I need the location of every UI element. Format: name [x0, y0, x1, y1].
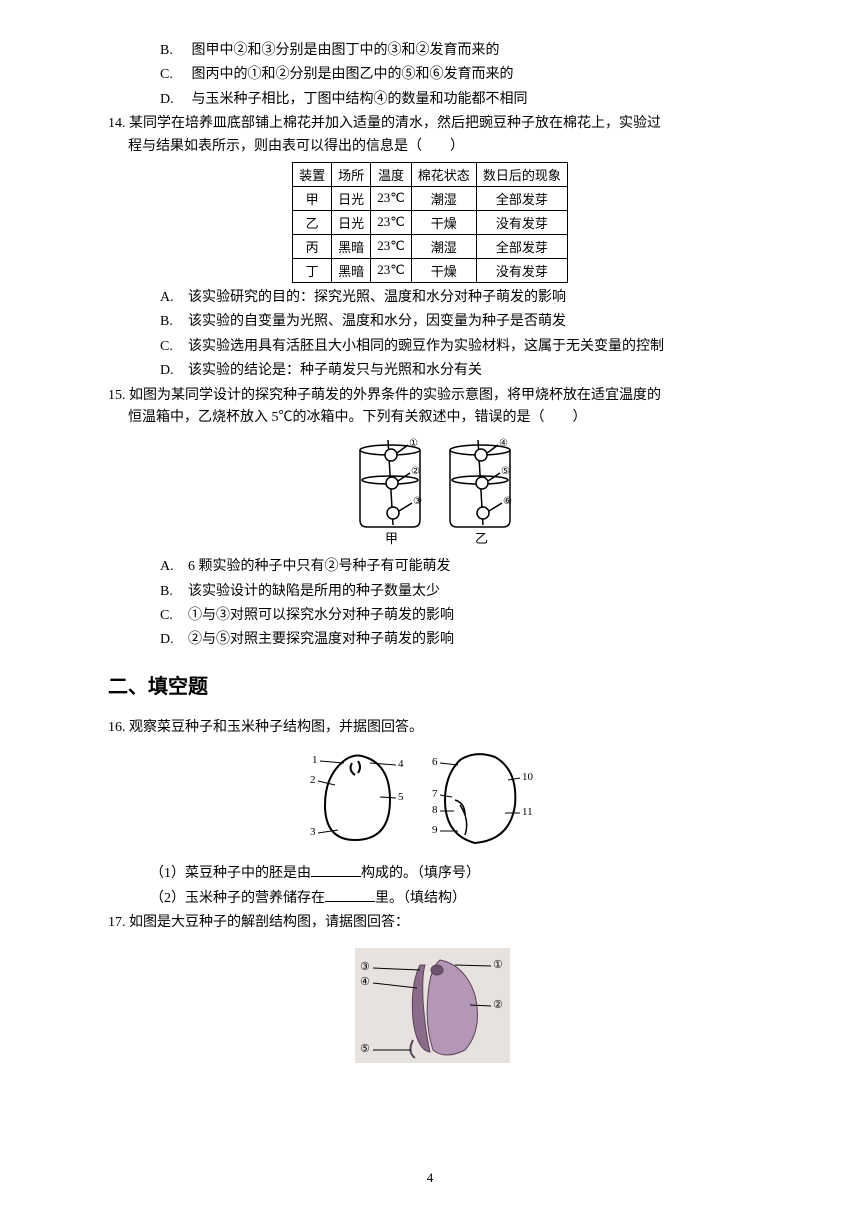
svg-text:11: 11 — [522, 806, 533, 818]
svg-text:⑤: ⑤ — [501, 466, 510, 477]
svg-text:④: ④ — [360, 976, 370, 988]
q15-stem-line1: 15. 如图为某同学设计的探究种子萌发的外界条件的实验示意图，将甲烧杯放在适宜温… — [100, 385, 760, 407]
svg-text:9: 9 — [432, 824, 438, 836]
table-row: 装置 场所 温度 棉花状态 数日后的现象 — [293, 162, 568, 186]
svg-text:8: 8 — [432, 804, 438, 816]
svg-text:④: ④ — [499, 438, 508, 449]
blank-2 — [325, 888, 375, 902]
svg-text:3: 3 — [310, 826, 316, 838]
section-2-heading: 二、填空题 — [108, 670, 760, 699]
blank-1 — [311, 863, 361, 877]
svg-text:5: 5 — [398, 791, 404, 803]
svg-text:甲: 甲 — [385, 531, 398, 546]
q13-optB-text: 图甲中②和③分别是由图丁中的③和②发育而来的 — [192, 43, 500, 58]
q15-stem-line2: 恒温箱中，乙烧杯放入 5℃的冰箱中。下列有关叙述中，错误的是（ ） — [100, 407, 760, 429]
q16-sub1: （1）菜豆种子中的胚是由构成的。（填序号） — [100, 861, 760, 886]
q13-option-d: D. 与玉米种子相比，丁图中结构④的数量和功能都不相同 — [100, 89, 760, 111]
svg-text:乙: 乙 — [475, 531, 488, 546]
q13-optC-text: 图丙中的①和②分别是由图乙中的⑤和⑥发育而来的 — [192, 67, 514, 82]
q14-option-a: A.该实验研究的目的：探究光照、温度和水分对种子萌发的影响 — [100, 287, 760, 309]
table-row: 丙黑暗23℃潮湿全部发芽 — [293, 234, 568, 258]
option-letter-b: B. — [160, 40, 188, 62]
page-number: 4 — [0, 1170, 860, 1186]
q16-sub2: （2）玉米种子的营养储存在里。（填结构） — [100, 886, 760, 911]
q17-soybean-diagram: ③ ④ ⑤ ① ② — [100, 940, 760, 1070]
q15-beaker-diagram: ① ② ③ 甲 ④ ⑤ ⑥ 乙 — [100, 435, 760, 550]
q15-option-c: C.①与③对照可以探究水分对种子萌发的影响 — [100, 605, 760, 627]
svg-text:①: ① — [493, 959, 503, 971]
q16-seed-diagram: 1 2 3 4 5 6 7 8 9 10 11 — [100, 745, 760, 855]
svg-text:③: ③ — [413, 496, 422, 507]
svg-text:②: ② — [411, 466, 420, 477]
q15-option-b: B.该实验设计的缺陷是所用的种子数量太少 — [100, 581, 760, 603]
table-row: 甲日光23℃潮湿全部发芽 — [293, 186, 568, 210]
svg-text:②: ② — [493, 999, 503, 1011]
th-2: 温度 — [371, 162, 412, 186]
svg-text:③: ③ — [360, 961, 370, 973]
svg-text:1: 1 — [312, 754, 318, 766]
q14-option-c: C.该实验选用具有活胚且大小相同的豌豆作为实验材料，这属于无关变量的控制 — [100, 336, 760, 358]
svg-text:10: 10 — [522, 771, 534, 783]
q13-option-b: B. 图甲中②和③分别是由图丁中的③和②发育而来的 — [100, 40, 760, 62]
q14-option-d: D.该实验的结论是：种子萌发只与光照和水分有关 — [100, 360, 760, 382]
table-row: 乙日光23℃干燥没有发芽 — [293, 210, 568, 234]
option-letter-d: D. — [160, 89, 188, 111]
option-letter-c: C. — [160, 64, 188, 86]
q14-table: 装置 场所 温度 棉花状态 数日后的现象 甲日光23℃潮湿全部发芽 乙日光23℃… — [292, 162, 568, 283]
th-1: 场所 — [332, 162, 371, 186]
svg-text:⑤: ⑤ — [360, 1043, 370, 1055]
q15-option-d: D.②与⑤对照主要探究温度对种子萌发的影响 — [100, 629, 760, 651]
q14-option-b: B.该实验的自变量为光照、温度和水分，因变量为种子是否萌发 — [100, 311, 760, 333]
th-3: 棉花状态 — [411, 162, 476, 186]
table-row: 丁黑暗23℃干燥没有发芽 — [293, 258, 568, 282]
svg-text:7: 7 — [432, 788, 438, 800]
q13-option-c: C. 图丙中的①和②分别是由图乙中的⑤和⑥发育而来的 — [100, 64, 760, 86]
svg-text:4: 4 — [398, 758, 404, 770]
svg-text:6: 6 — [432, 756, 438, 768]
q14-stem-line1: 14. 某同学在培养皿底部铺上棉花并加入适量的清水，然后把豌豆种子放在棉花上，实… — [100, 113, 760, 135]
q16-stem: 16. 观察菜豆种子和玉米种子结构图，并据图回答。 — [100, 717, 760, 739]
q17-stem: 17. 如图是大豆种子的解剖结构图，请据图回答： — [100, 912, 760, 934]
q15-option-a: A.6 颗实验的种子中只有②号种子有可能萌发 — [100, 556, 760, 578]
th-4: 数日后的现象 — [476, 162, 567, 186]
th-0: 装置 — [293, 162, 332, 186]
svg-text:⑥: ⑥ — [503, 496, 512, 507]
q13-optD-text: 与玉米种子相比，丁图中结构④的数量和功能都不相同 — [192, 92, 528, 107]
q14-stem-line2: 程与结果如表所示，则由表可以得出的信息是（ ） — [100, 136, 760, 158]
svg-text:2: 2 — [310, 774, 316, 786]
svg-text:①: ① — [409, 438, 418, 449]
